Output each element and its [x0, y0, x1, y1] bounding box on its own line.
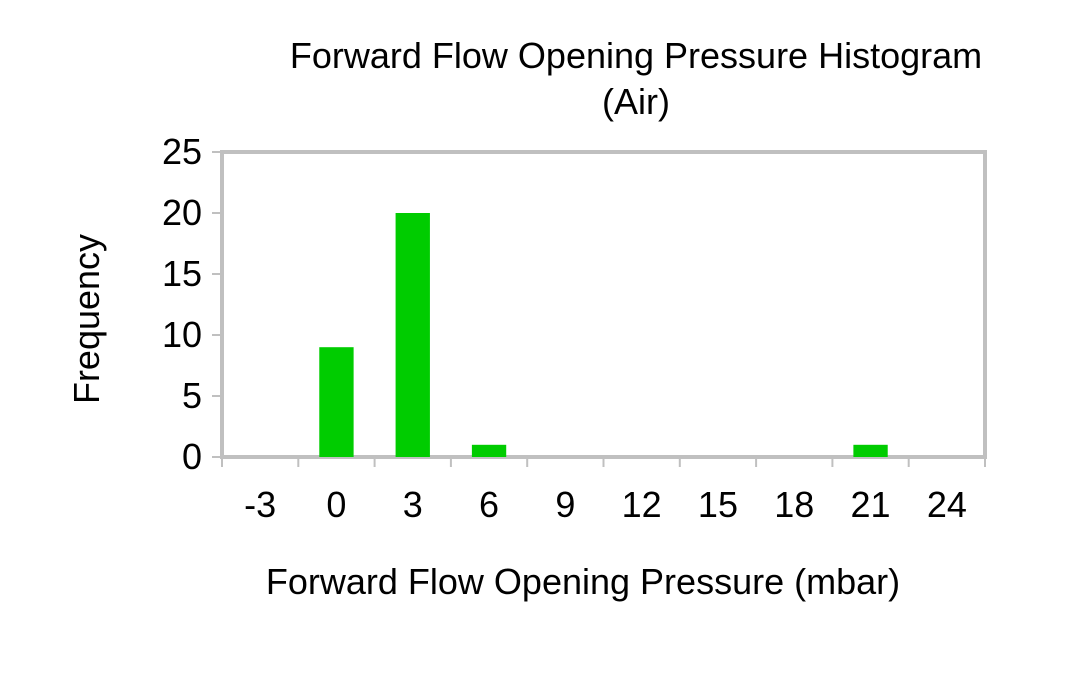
x-tick-label: 9	[555, 484, 575, 525]
y-tick-label: 5	[182, 375, 202, 416]
x-axis-label: Forward Flow Opening Pressure (mbar)	[266, 561, 900, 602]
chart-marks: 0 5 10 15 20 25 -3 0 3 6 9 12 15 18 21 24	[162, 131, 986, 525]
y-tick-label: 20	[162, 192, 202, 233]
x-tick-label: 15	[698, 484, 738, 525]
bar	[471, 444, 507, 457]
y-axis-label: Frequency	[66, 234, 107, 404]
x-tick-label: -3	[244, 484, 276, 525]
x-tick-label: 12	[622, 484, 662, 525]
bar	[395, 213, 430, 457]
bar	[319, 347, 354, 457]
x-tick-label: 3	[403, 484, 423, 525]
x-tick-label: 24	[927, 484, 967, 525]
y-tick-label: 10	[162, 314, 202, 355]
y-tick-label: 0	[182, 436, 202, 477]
chart-title: Forward Flow Opening Pressure Histogram	[290, 35, 982, 76]
x-tick-label: 6	[479, 484, 499, 525]
x-tick-label: 21	[851, 484, 891, 525]
y-tick-label: 15	[162, 253, 202, 294]
y-tick-label: 25	[162, 131, 202, 172]
x-tick-label: 0	[326, 484, 346, 525]
x-tick-label: 18	[774, 484, 814, 525]
bar	[853, 444, 888, 457]
chart-subtitle: (Air)	[602, 81, 670, 122]
